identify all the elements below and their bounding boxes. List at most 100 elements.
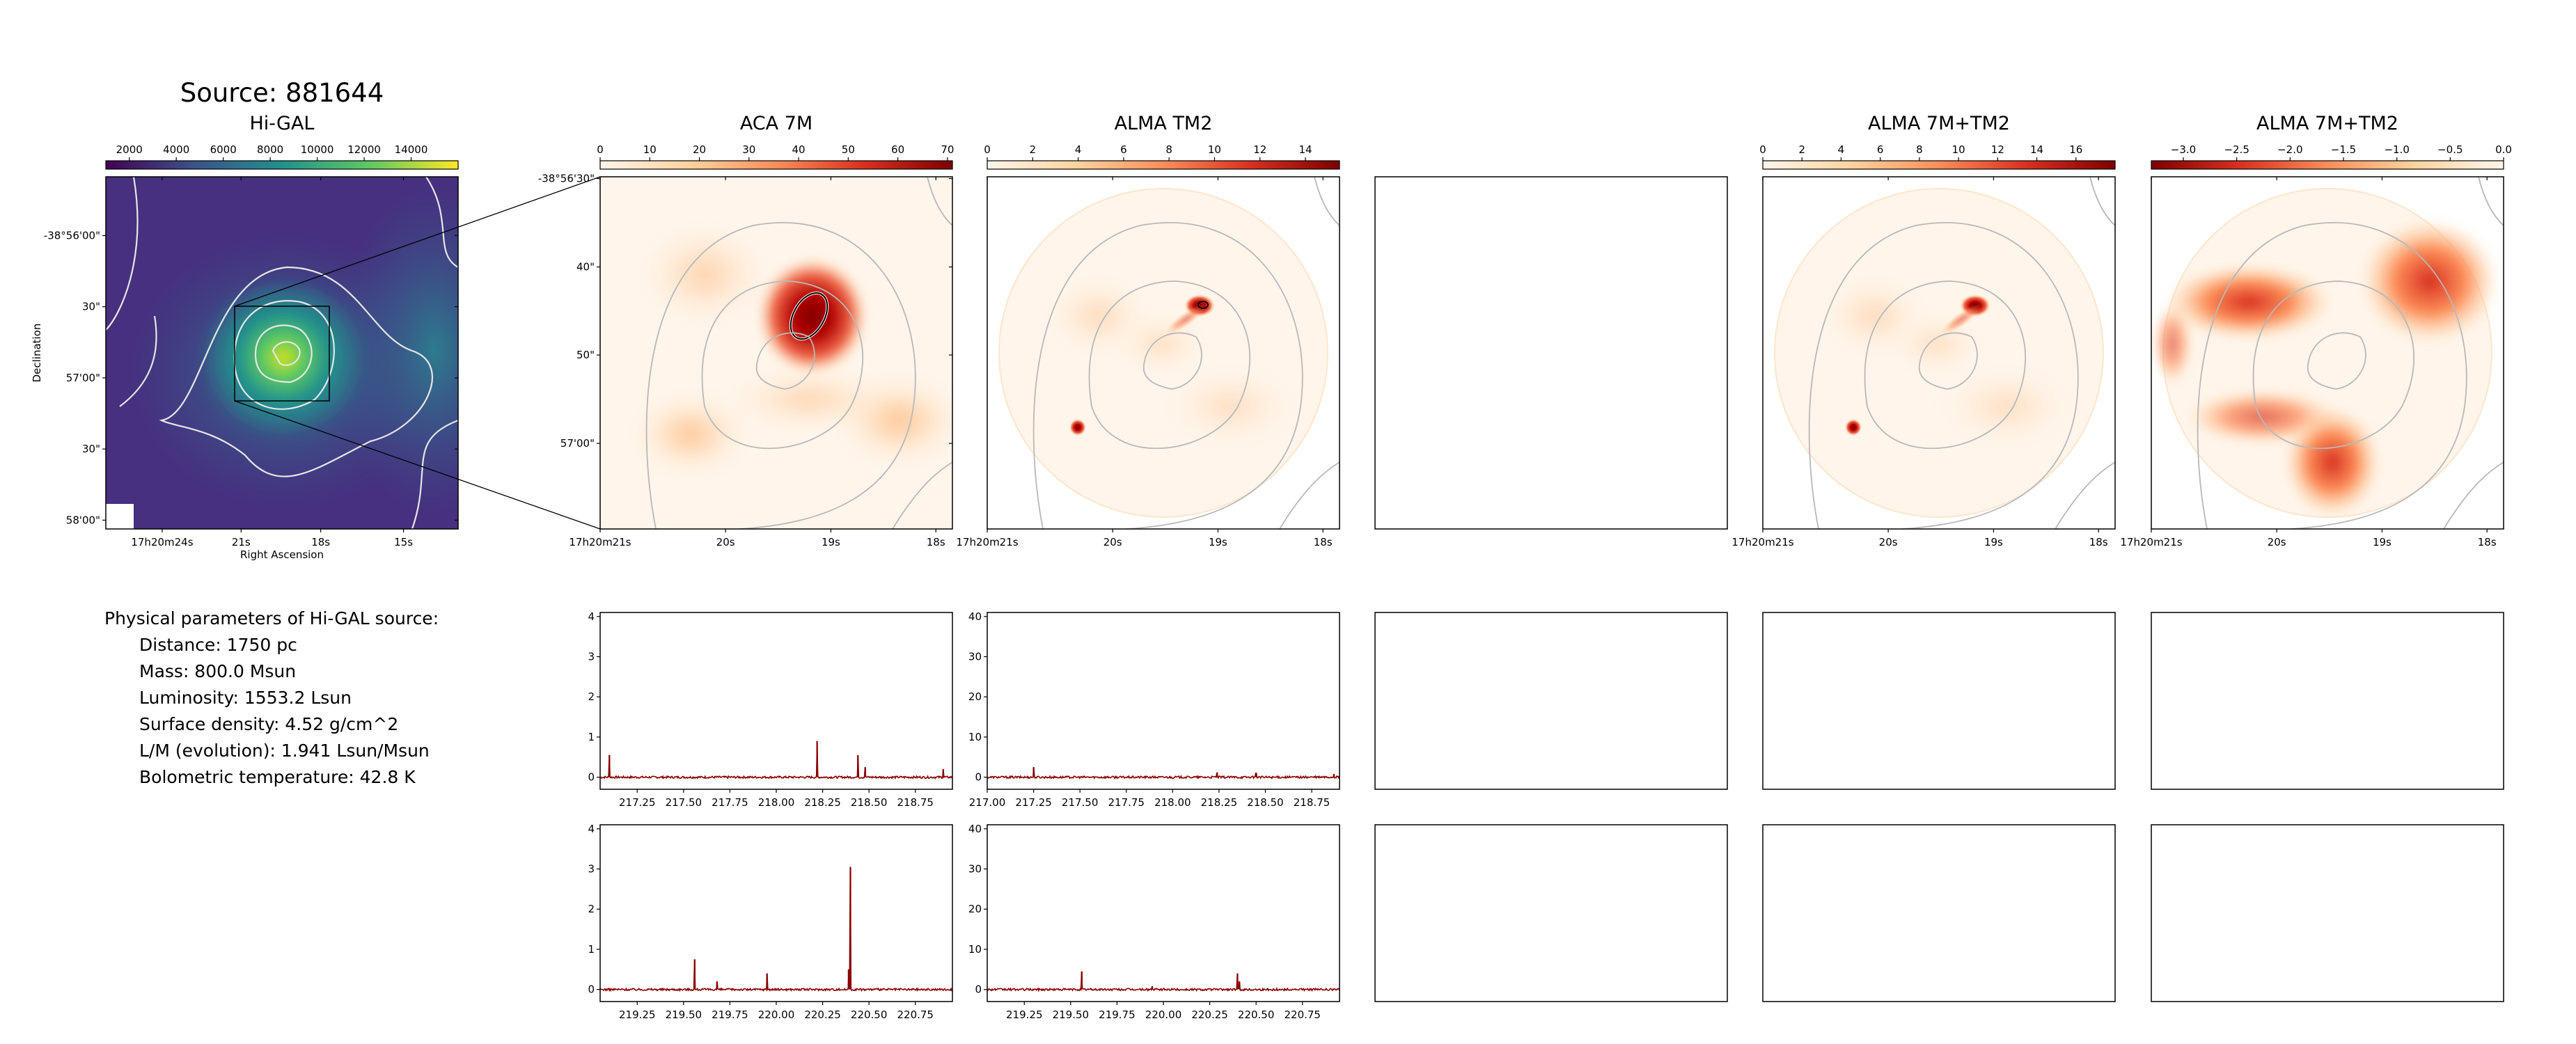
higal-xlabel: Right Ascension (240, 548, 324, 561)
higal-ytick-label: -38°56'00" (44, 230, 100, 242)
higal-contour-3 (254, 324, 313, 383)
spectrum-aca7m-2: 219.25 219.50 219.75 220.00 220.25 220.50 220.… (588, 823, 953, 1021)
ratio-xtick-label: 20s (2268, 536, 2286, 548)
colorbar-aca7m-tick-label: 60 (891, 143, 904, 156)
spectrum-tm2-1-xtick-label: 218.75 (1294, 796, 1330, 809)
spectrum-aca7m-2-xtick-label: 219.50 (666, 1009, 702, 1021)
tm2-xtick-label: 20s (1104, 536, 1122, 548)
colorbar-ratio-tick-label: −1.0 (2384, 143, 2409, 156)
aca7m-diffuse-sw (635, 396, 746, 473)
spectrum-aca7m-1-xtick-label: 217.50 (666, 796, 702, 809)
figure-title: Source: 881644 (180, 78, 384, 108)
param-mass: Mass: 800.0 Msun (139, 661, 297, 681)
colorbar-higal-tick-label: 2000 (116, 143, 143, 156)
colorbar-tm2-tick-label: 0 (984, 143, 991, 156)
colorbar-ratio-tick-label: −2.5 (2224, 143, 2249, 156)
spectrum-tm2-2-xtick-label: 219.25 (1006, 1009, 1043, 1021)
spectrum-tm2-1-xtick-label: 217.00 (969, 796, 1006, 809)
params-heading: Physical parameters of Hi-GAL source: (104, 608, 439, 628)
spectrum-aca7m-2-ytick-label: 3 (588, 863, 595, 876)
empty-spectrum-frame (2151, 612, 2504, 790)
colorbar-tm2-bar (987, 160, 1340, 170)
colorbar-ratio-tick-label: 0.0 (2495, 143, 2512, 156)
aca7m-beam (789, 291, 829, 341)
spectrum-aca7m-1-ytick-label: 1 (588, 731, 595, 743)
colorbar-aca7m-tick-label: 30 (742, 143, 755, 156)
combo-contours-middle (1864, 280, 2027, 449)
aca7m-contours-middle (701, 280, 864, 449)
param-lm-ratio: L/M (evolution): 1.941 Lsun/Msun (139, 741, 430, 761)
spectrum-tm2-1-xtick-label: 217.25 (1015, 796, 1052, 809)
higal-ytick-label: 57'00" (66, 372, 100, 384)
spectrum-aca7m-2-ytick-label: 1 (588, 943, 595, 956)
colorbar-ratio: −3.0 −2.5 −2.0 −1.5 −1.0 −0.5 0.0 (2151, 143, 2512, 170)
spectrum-aca7m-1: 217.25 217.50 217.75 218.00 218.25 218.50 218.… (588, 610, 953, 809)
aca7m-beam-outline (790, 292, 828, 340)
higal-image (106, 177, 458, 529)
higal-contour-4 (272, 341, 301, 366)
higal-contours (106, 177, 458, 529)
colorbar-combo-tick-label: 14 (2030, 143, 2043, 156)
spectrum-aca7m-2-frame (599, 824, 953, 1002)
ratio-region-south (2284, 406, 2381, 518)
aca7m-ytick-label: 40" (576, 261, 595, 274)
spectrum-aca7m-2-ytick-label: 4 (588, 823, 595, 835)
spectrum-tm2-2-xtick-label: 220.25 (1191, 1009, 1228, 1021)
aca7m-xtick-label: 19s (822, 536, 840, 548)
tm2-diffuse-1 (1050, 281, 1147, 351)
spectrum-tm2-2: 219.25 219.50 219.75 220.00 220.25 220.50 220.… (968, 823, 1340, 1021)
spectrum-tm2-2-frame (987, 824, 1340, 1002)
spectrum-aca7m-2-xtick-label: 220.75 (897, 1009, 934, 1021)
colorbar-ratio-tick-label: −3.0 (2171, 143, 2196, 156)
combo-contours-outer (1808, 222, 2079, 529)
colorbar-tm2-tick-label: 10 (1208, 143, 1221, 156)
colorbar-ratio-tick-label: −0.5 (2437, 143, 2463, 156)
spectrum-aca7m-1-xtick-label: 217.75 (712, 796, 748, 809)
colorbar-tm2-tick-label: 4 (1075, 143, 1082, 156)
aca7m-contours-outer (645, 222, 916, 529)
spectrum-aca7m-1-xtick-label: 217.25 (619, 796, 656, 809)
higal-ytick-label: 30" (82, 443, 100, 455)
combo-image (1774, 188, 2104, 518)
ratio-region-west (2165, 264, 2332, 340)
tm2-contours-inner (1142, 332, 1202, 390)
aca7m-core (757, 257, 868, 375)
tm2-contours-corner (1279, 461, 1340, 529)
combo-contours-corner (2055, 461, 2115, 529)
combo-xtick-label: 20s (1879, 536, 1898, 548)
spectrum-aca7m-1-trace (599, 741, 953, 780)
aca7m-contours-inner (755, 332, 815, 390)
combo-frame (1762, 176, 2116, 530)
spectrum-aca7m-1-xtick-label: 218.75 (897, 796, 934, 809)
combo-contours-inner (1918, 332, 1978, 390)
panel-title-ratio: ALMA 7M+TM2 (2256, 113, 2398, 134)
ratio-contours (2197, 177, 2504, 529)
spectrum-tm2-2-ytick-label: 0 (975, 983, 982, 996)
combo-source-tail (1940, 304, 1982, 335)
higal-contour-south (411, 419, 458, 529)
higal-frame (105, 176, 459, 530)
colorbar-aca7m-bar (599, 160, 953, 170)
combo-diffuse-1 (1825, 281, 1923, 351)
aca7m-diffuse-ridge (725, 372, 893, 427)
combo-diffuse-2 (1944, 372, 2069, 441)
spectrum-tm2-2-ytick-label: 40 (968, 823, 982, 835)
aca7m-ytick-label: 57'00" (560, 437, 595, 450)
panel-title-aca7m: ACA 7M (740, 113, 812, 134)
higal-xtick-label: 17h20m24s (131, 536, 193, 548)
aca7m-contours-corner (892, 461, 952, 529)
colorbar-higal-tick-label: 8000 (257, 143, 283, 156)
higal-core-emission (200, 278, 367, 438)
colorbar-aca7m-tick-label: 0 (597, 143, 604, 156)
combo-xtick-label: 17h20m21s (1731, 536, 1793, 548)
ratio-frame (2151, 176, 2504, 530)
higal-blank-corner (106, 504, 134, 529)
combo-contours-corner-top (2089, 177, 2115, 226)
spectrum-aca7m-2-xtick-label: 219.25 (619, 1009, 656, 1021)
spectrum-tm2-2-ytick-label: 20 (968, 903, 982, 915)
colorbar-aca7m-tick-label: 20 (693, 143, 706, 156)
colorbar-higal-tick-label: 4000 (163, 143, 189, 156)
zoom-box (234, 306, 330, 402)
aca7m-ytick-label: -38°56'30" (538, 173, 595, 185)
